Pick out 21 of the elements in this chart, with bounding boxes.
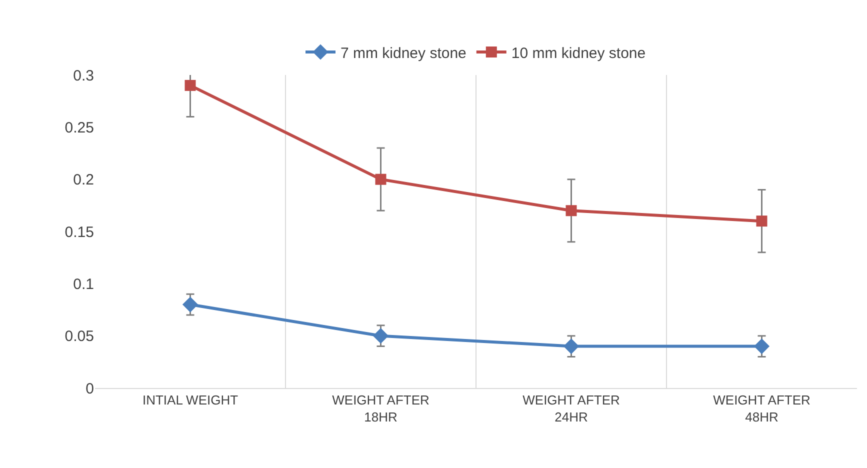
- x-tick-label: INTIAL WEIGHT: [142, 392, 238, 408]
- x-tick-label: WEIGHT AFTER 48HR: [713, 392, 810, 424]
- x-tick-label: WEIGHT AFTER 18HR: [332, 392, 430, 424]
- point: [182, 296, 198, 312]
- point: [372, 328, 389, 344]
- y-tick-label: 0.1: [73, 276, 94, 293]
- point: [756, 216, 768, 227]
- point: [563, 338, 580, 354]
- point: [375, 174, 386, 185]
- point: [566, 205, 577, 216]
- legend-label: 10 mm kidney stone: [511, 44, 646, 62]
- y-tick-label: 0.2: [73, 172, 94, 189]
- y-tick-label: 0.25: [64, 119, 94, 136]
- legend-label: 7 mm kidney stone: [340, 44, 466, 62]
- point: [184, 80, 196, 91]
- point: [754, 338, 770, 354]
- x-tick-label: WEIGHT AFTER 24HR: [522, 392, 620, 424]
- y-tick-label: 0.15: [64, 224, 94, 241]
- y-tick-label: 0: [86, 380, 94, 398]
- y-tick-label: 0.05: [64, 328, 94, 346]
- y-tick-label: 0.3: [73, 67, 94, 84]
